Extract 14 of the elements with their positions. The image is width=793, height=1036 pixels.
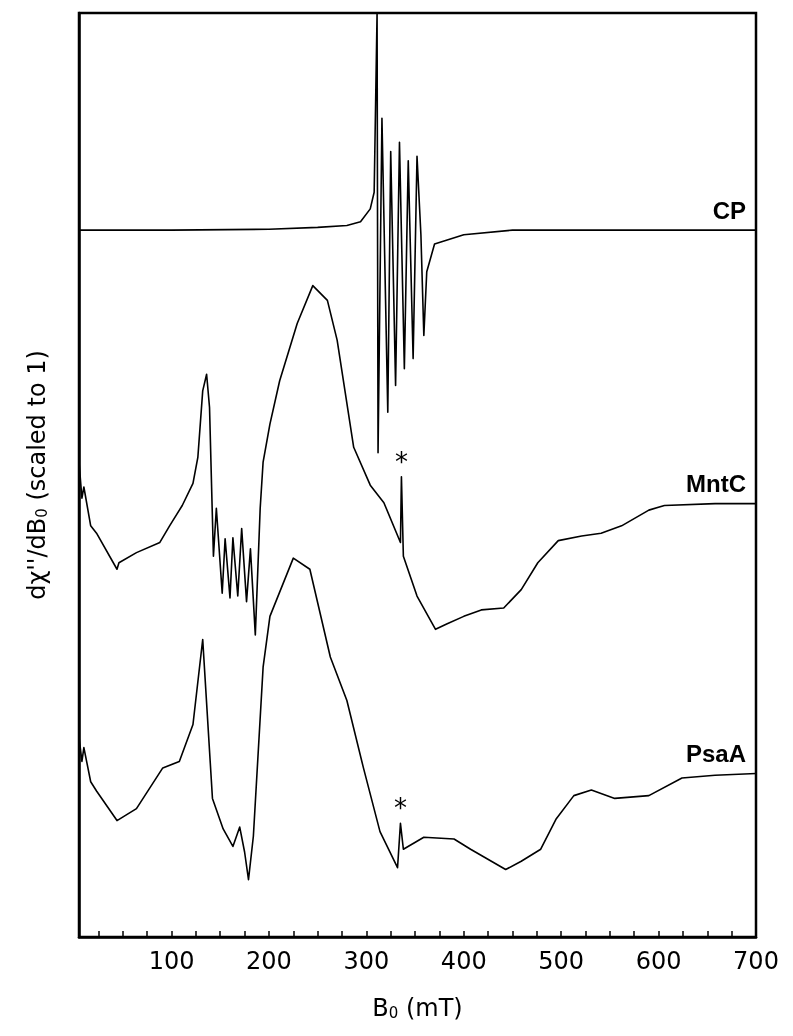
x-tick-label: 300 <box>343 947 390 975</box>
x-axis-title: B0 (mT) <box>372 993 463 1022</box>
annotation: * <box>394 446 408 477</box>
y-axis-title: dχ''/dB0 (scaled to 1) <box>22 350 51 600</box>
series-label: MntC <box>686 470 746 498</box>
x-tick-label: 200 <box>246 947 292 975</box>
x-tick-label: 400 <box>440 947 487 975</box>
series-label: PsaA <box>685 739 746 767</box>
series-label: CP <box>712 196 746 224</box>
x-tick-label: 100 <box>148 947 195 975</box>
x-tick-label: 500 <box>538 947 585 975</box>
x-tick-label: 600 <box>635 947 682 975</box>
x-tick-label: 700 <box>733 947 779 975</box>
annotation: * <box>393 793 407 824</box>
